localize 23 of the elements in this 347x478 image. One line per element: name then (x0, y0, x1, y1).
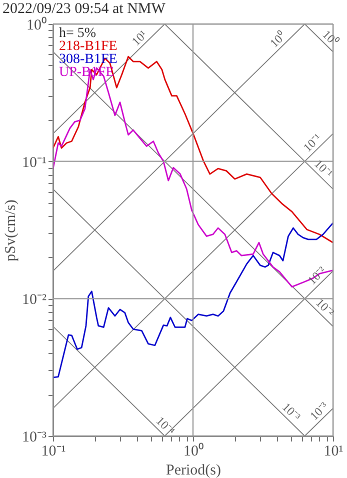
y-tick-label: 10⁻² (22, 292, 47, 308)
annotation: 10⁻² (313, 296, 338, 320)
annotation: 10⁻⁴ (153, 414, 178, 438)
annotation: 10⁻³ (279, 400, 304, 424)
x-tick-label: 10⁰ (184, 442, 204, 460)
annotation: 10⁻³ (307, 398, 332, 423)
annotation: h= 5% (59, 26, 96, 41)
y-tick-label: 10⁻¹ (22, 154, 46, 171)
annotation: 10⁻¹ (312, 156, 336, 181)
x-tick-label: 10¹ (324, 444, 344, 460)
series-label: 218-B1FE (59, 39, 118, 54)
x-tick-label: 10⁻¹ (41, 444, 66, 460)
chart-title: 2022/09/23 09:54 at NMW (2, 1, 166, 17)
annotation: 10⁰ (320, 27, 341, 48)
y-tick-label: 10⁰ (26, 16, 46, 34)
y-tick-label: 10⁻³ (22, 430, 47, 446)
text: 308-B1FE (59, 52, 118, 67)
x-axis-title: Period(s) (166, 462, 221, 478)
y-axis-title: pSv(cm/s) (3, 200, 20, 262)
annotation: 10⁻¹ (300, 130, 324, 155)
annotation: 10¹ (128, 27, 150, 48)
annotation: 10⁰ (267, 28, 288, 50)
annotation: 10⁻² (304, 263, 329, 288)
